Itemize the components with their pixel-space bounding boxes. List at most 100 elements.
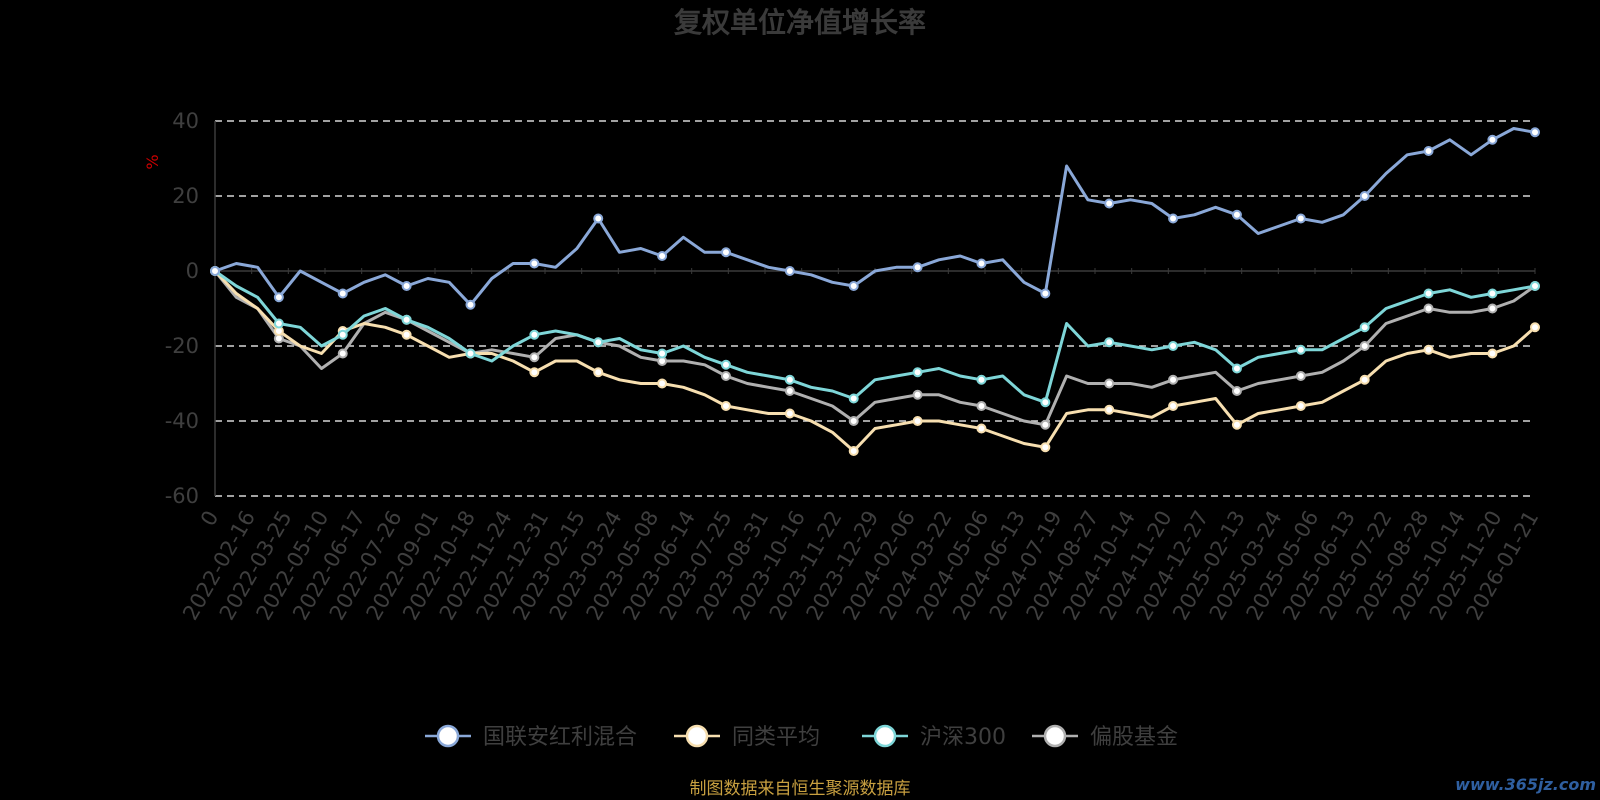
legend-label: 国联安红利混合: [483, 725, 637, 750]
series-point: [1530, 127, 1540, 138]
series-point: [1423, 303, 1434, 314]
series-point: [1040, 288, 1051, 299]
legend-label: 沪深300: [920, 725, 1006, 750]
series-point: [273, 318, 284, 329]
series-point: [1295, 344, 1306, 355]
series-point: [1487, 134, 1498, 145]
series-point: [1359, 374, 1370, 385]
legend-item-1[interactable]: 同类平均: [674, 724, 820, 750]
x-tick-label: 0: [196, 507, 223, 531]
series-point: [593, 337, 604, 348]
series-point: [1487, 288, 1498, 299]
series-point: [401, 314, 412, 325]
series-point: [1040, 442, 1051, 453]
y-axis-ticks: 40 20 0 -20 -40 -60: [165, 109, 199, 508]
series-point: [337, 288, 348, 299]
series-point: [401, 329, 412, 340]
grid-lines: [214, 120, 1535, 497]
series-point: [720, 359, 731, 370]
series-point: [657, 378, 668, 389]
y-tick-label: -40: [165, 409, 199, 433]
watermark: www.365jz.com: [1455, 775, 1596, 794]
series-point: [1168, 341, 1179, 351]
series-point: [1487, 303, 1498, 314]
series-point: [465, 348, 476, 359]
series-point: [401, 281, 412, 291]
series-point: [784, 386, 795, 396]
series-point: [784, 374, 795, 385]
series-point: [1231, 419, 1242, 430]
series-point: [1530, 322, 1540, 333]
y-tick-label: -20: [165, 334, 199, 358]
series-point: [657, 348, 668, 359]
series-line-0: [214, 127, 1536, 307]
y-tick-label: 20: [172, 184, 199, 208]
series-point: [210, 266, 220, 276]
series-point: [337, 329, 348, 340]
y-tick-label: -60: [165, 484, 199, 508]
series-point: [1104, 404, 1115, 415]
x-axis-ticks: 02022-02-162022-03-252022-05-102022-06-1…: [178, 268, 1543, 624]
legend-item-2[interactable]: 沪深300: [862, 724, 1006, 750]
series-point: [1423, 288, 1434, 299]
series-point: [1530, 281, 1540, 291]
series-point: [1231, 363, 1242, 374]
series-point: [1104, 198, 1115, 209]
series-point: [1423, 146, 1434, 156]
series-point: [720, 371, 731, 381]
series-point: [976, 258, 987, 269]
series-point: [529, 258, 540, 269]
chart-title: 复权单位净值增长率: [674, 6, 926, 39]
series-line-2: [214, 269, 1536, 404]
series-point: [273, 292, 284, 303]
series-point: [593, 367, 604, 378]
series-point: [848, 393, 859, 404]
legend-item-0[interactable]: 国联安红利混合: [425, 724, 637, 750]
series-point: [529, 352, 540, 363]
series-point: [465, 299, 476, 310]
legend-label: 偏股基金: [1090, 725, 1178, 750]
series-point: [784, 408, 795, 419]
legend-marker: [873, 724, 897, 748]
y-tick-label: 40: [172, 109, 199, 133]
series-point: [848, 446, 859, 456]
source-note: 制图数据来自恒生聚源数据库: [690, 779, 911, 799]
series-point: [1104, 378, 1115, 389]
series-point: [1359, 191, 1370, 201]
series-point: [784, 266, 795, 276]
series-point: [976, 374, 987, 385]
series-point: [1104, 337, 1115, 348]
series-point: [1359, 341, 1370, 351]
series-point: [1168, 374, 1179, 385]
series-point: [976, 423, 987, 434]
series-point: [1359, 322, 1370, 333]
series-point: [912, 389, 923, 400]
series-point: [912, 367, 923, 378]
y-axis-unit: %: [143, 154, 162, 169]
series-point: [529, 367, 540, 378]
legend[interactable]: 国联安红利混合 同类平均 沪深300 偏股基金: [425, 724, 1178, 750]
series-point: [1231, 386, 1242, 396]
series-point: [529, 329, 540, 340]
legend-marker: [685, 724, 709, 748]
series-line-3: [213, 270, 1536, 427]
series-point: [720, 247, 731, 258]
series-point: [593, 213, 604, 224]
series-point: [1423, 344, 1434, 355]
series-point: [1487, 348, 1498, 359]
y-tick-label: 0: [186, 259, 199, 283]
series-point: [1040, 397, 1051, 408]
series-lines: [210, 127, 1540, 456]
legend-item-3[interactable]: 偏股基金: [1032, 724, 1178, 750]
series-point: [337, 348, 348, 359]
series-point: [657, 251, 668, 261]
legend-marker: [1043, 724, 1067, 748]
series-point: [1040, 419, 1051, 430]
series-point: [1295, 213, 1306, 224]
series-point: [976, 401, 987, 411]
series-point: [720, 401, 731, 411]
series-point: [912, 262, 923, 273]
series-point: [1231, 209, 1242, 220]
series-point: [848, 416, 859, 426]
